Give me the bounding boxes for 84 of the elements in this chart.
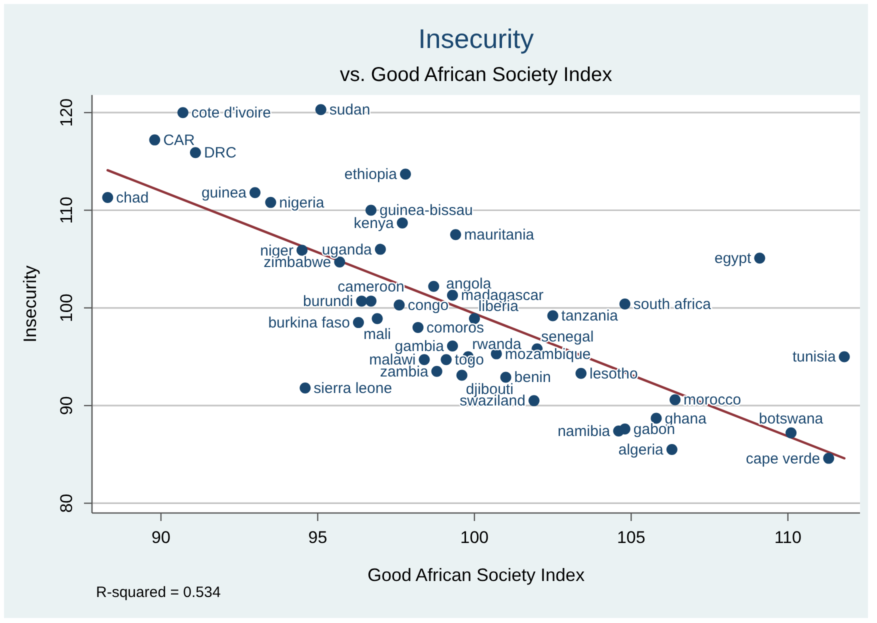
- y-tick-label: 90: [57, 396, 76, 416]
- data-label: niger: [260, 242, 294, 260]
- data-label: chad: [116, 190, 149, 207]
- data-label: senegal: [541, 328, 594, 346]
- text: R-squared = 0.534: [96, 584, 221, 601]
- data-label: CAR: [163, 132, 196, 149]
- data-label: congo: [408, 296, 449, 314]
- data-label: tanzania: [561, 308, 619, 325]
- point: [823, 452, 834, 464]
- point: [412, 322, 424, 333]
- point: [149, 134, 160, 146]
- y-axis-title: Insecurity: [20, 265, 40, 343]
- data-label: mali: [364, 326, 392, 344]
- point: [838, 351, 850, 362]
- point: [456, 370, 468, 381]
- point: [265, 196, 276, 208]
- point: [372, 313, 383, 324]
- data-label: egypt: [714, 250, 752, 268]
- y-tick-label: 100: [57, 294, 76, 322]
- x-axis-title: Good African Society Index: [367, 565, 585, 585]
- data-label: botswana: [758, 410, 824, 428]
- point: [468, 313, 480, 324]
- y-tick-label: 110: [57, 196, 76, 224]
- point: [300, 382, 311, 394]
- chart-title: Insecurity: [418, 24, 534, 54]
- data-label: sudan: [329, 102, 370, 119]
- data-label: sierra leone: [314, 380, 392, 397]
- point: [296, 244, 308, 256]
- point: [400, 168, 411, 180]
- point: [528, 395, 540, 406]
- chart-subtitle: vs. Good African Society Index: [340, 64, 612, 86]
- point: [374, 244, 386, 255]
- data-label: burundi: [303, 293, 354, 310]
- point: [670, 394, 681, 406]
- data-label: ethiopia: [344, 166, 398, 184]
- point: [754, 252, 766, 264]
- point: [500, 372, 512, 383]
- x-tick-label: 110: [774, 528, 802, 547]
- point: [315, 104, 326, 116]
- point: [250, 187, 261, 198]
- point: [418, 354, 430, 366]
- data-label: namibia: [558, 422, 611, 440]
- data-label: tunisia: [792, 348, 836, 366]
- data-label: guinea-bissau: [379, 202, 473, 220]
- data-label: guinea: [201, 184, 248, 202]
- point: [446, 340, 458, 352]
- data-label: angola: [446, 275, 492, 292]
- point: [352, 317, 364, 328]
- data-label: benin: [514, 369, 551, 386]
- point: [177, 107, 188, 118]
- data-label: algeria: [618, 442, 664, 459]
- point: [450, 229, 462, 240]
- point: [666, 444, 678, 456]
- data-label: DRC: [204, 144, 237, 162]
- data-label: cote d'ivoire: [191, 104, 271, 122]
- x-tick-label: 105: [616, 528, 646, 547]
- point: [428, 280, 440, 292]
- x-tick-label: 95: [308, 528, 328, 547]
- point: [431, 366, 442, 377]
- data-label: burkina faso: [268, 314, 350, 332]
- point: [650, 412, 662, 424]
- y-tick-label: 120: [57, 98, 76, 127]
- point: [619, 424, 630, 435]
- data-label: cape verde: [746, 450, 820, 468]
- point: [356, 296, 368, 307]
- data-label: south africa: [633, 296, 712, 313]
- point: [786, 427, 797, 438]
- data-label: cameroon: [338, 278, 404, 296]
- y-tick-label: 80: [57, 494, 76, 513]
- point: [190, 147, 201, 158]
- point: [440, 354, 452, 366]
- x-tick-label: 90: [152, 528, 170, 547]
- point: [365, 296, 376, 307]
- point: [365, 204, 376, 216]
- point: [547, 310, 558, 322]
- point: [619, 298, 630, 310]
- data-label: gambia: [394, 338, 445, 355]
- point: [576, 368, 587, 379]
- data-label: nigeria: [279, 194, 325, 212]
- point: [102, 192, 114, 204]
- x-tick-label: 100: [460, 528, 489, 547]
- data-label: comoros: [426, 319, 484, 336]
- data-label: mauritania: [464, 226, 535, 244]
- point: [394, 299, 405, 310]
